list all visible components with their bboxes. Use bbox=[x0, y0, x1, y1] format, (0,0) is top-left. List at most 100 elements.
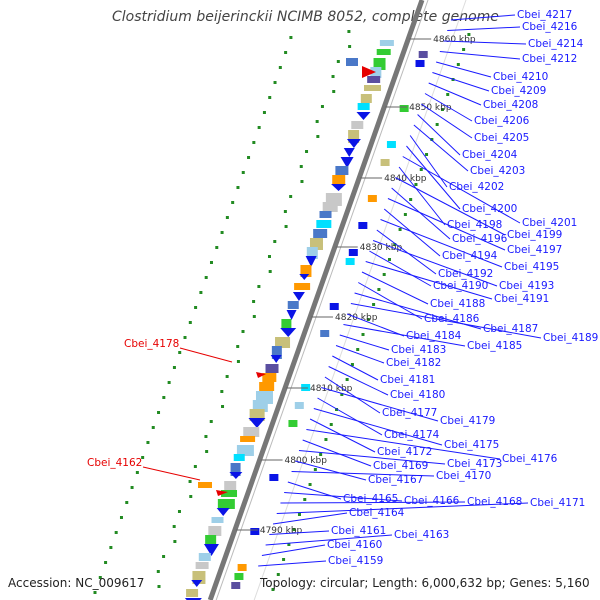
gc-mark bbox=[241, 330, 245, 333]
reverse-gene-block bbox=[399, 105, 409, 112]
label-leader-line bbox=[284, 492, 403, 502]
gc-mark bbox=[335, 408, 339, 411]
gene-label: Cbei_4172 bbox=[377, 446, 432, 458]
gc-mark bbox=[308, 483, 312, 486]
gene-label: Cbei_4204 bbox=[462, 149, 518, 161]
gene-block bbox=[306, 247, 318, 259]
gc-mark bbox=[109, 546, 113, 549]
gene-label: Cbei_4161 bbox=[331, 525, 386, 537]
label-leader-line bbox=[302, 439, 372, 467]
gc-mark bbox=[320, 105, 324, 108]
label-leader-line bbox=[383, 208, 441, 257]
gc-mark bbox=[347, 30, 351, 33]
gc-mark bbox=[387, 258, 391, 261]
label-leader-line bbox=[265, 534, 393, 546]
reverse-gene-block bbox=[367, 195, 377, 202]
gc-mark bbox=[98, 576, 102, 579]
gene-block bbox=[370, 67, 382, 78]
gene-block bbox=[236, 445, 254, 456]
gene-block bbox=[335, 166, 349, 175]
gc-mark bbox=[348, 45, 352, 48]
label-leader-line bbox=[339, 334, 390, 351]
gene-block bbox=[275, 337, 291, 348]
label-leader-line bbox=[369, 250, 432, 287]
gc-mark bbox=[252, 141, 256, 144]
reverse-gene-block bbox=[234, 573, 244, 580]
gene-label: Cbei_4170 bbox=[436, 470, 491, 482]
highlight-leader-line bbox=[142, 466, 201, 481]
gc-mark bbox=[236, 360, 240, 363]
gc-mark bbox=[252, 300, 256, 303]
gc-mark bbox=[172, 366, 176, 369]
label-leader-line bbox=[447, 26, 521, 31]
tick-label: 4810 kbp bbox=[310, 384, 353, 394]
label-leader-line bbox=[269, 530, 330, 535]
tick-label: 4850 kbp bbox=[409, 103, 452, 113]
label-leader-line bbox=[295, 460, 367, 481]
gc-mark bbox=[262, 111, 266, 114]
gc-mark bbox=[462, 48, 466, 51]
reverse-gene-block bbox=[294, 402, 304, 409]
gene-block bbox=[281, 319, 292, 328]
gene-block bbox=[259, 382, 275, 391]
label-leader-line bbox=[417, 114, 461, 156]
gc-mark bbox=[104, 561, 108, 564]
gc-mark bbox=[241, 171, 245, 174]
label-leader-line bbox=[276, 502, 529, 514]
gene-label: Cbei_4159 bbox=[328, 555, 383, 567]
accession-text: Accession: NC_009617 bbox=[8, 576, 145, 590]
gc-mark bbox=[151, 426, 155, 429]
gc-mark bbox=[173, 540, 177, 543]
reverse-gene-block bbox=[345, 258, 355, 265]
gc-mark bbox=[205, 450, 209, 453]
gene-label: Cbei_4189 bbox=[543, 332, 598, 344]
label-leader-line bbox=[258, 560, 327, 567]
label-leader-line bbox=[335, 345, 385, 364]
gene-label: Cbei_4194 bbox=[442, 250, 498, 262]
gene-block bbox=[357, 103, 370, 110]
reverse-gene-block bbox=[358, 222, 368, 229]
gc-mark bbox=[156, 570, 160, 573]
gc-mark bbox=[114, 531, 118, 534]
gene-block bbox=[360, 94, 372, 103]
gene-block bbox=[198, 553, 211, 561]
gene-label: Cbei_4185 bbox=[467, 340, 522, 352]
gc-mark bbox=[316, 135, 320, 138]
label-leader-line bbox=[332, 355, 379, 381]
gene-block bbox=[351, 121, 364, 129]
label-leader-line bbox=[402, 156, 521, 224]
gene-label: Cbei_4184 bbox=[406, 330, 462, 342]
label-leader-line bbox=[376, 229, 437, 275]
gene-block bbox=[294, 283, 311, 290]
gene-label: Cbei_4182 bbox=[386, 357, 441, 369]
gc-mark bbox=[382, 273, 386, 276]
gene-block bbox=[262, 373, 277, 382]
tick-label: 4840 kbp bbox=[384, 174, 427, 184]
highlight-gene-arrow bbox=[362, 66, 376, 78]
gc-mark bbox=[435, 123, 439, 126]
gc-mark bbox=[141, 456, 145, 459]
label-leader-line bbox=[428, 82, 482, 106]
gc-mark bbox=[236, 345, 240, 348]
topology-text: Topology: circular; Length: 6,000,632 bp… bbox=[260, 576, 590, 590]
forward-gene-arrow bbox=[346, 139, 361, 148]
forward-gene-arrow bbox=[343, 148, 355, 157]
gene-label: Cbei_4176 bbox=[502, 453, 558, 465]
gc-mark bbox=[329, 423, 333, 426]
gc-mark bbox=[189, 495, 193, 498]
gene-block bbox=[313, 229, 328, 238]
gc-mark bbox=[225, 375, 229, 378]
gc-mark bbox=[377, 288, 381, 291]
label-leader-line bbox=[328, 366, 389, 396]
label-leader-line bbox=[387, 198, 506, 251]
reverse-gene-block bbox=[415, 60, 425, 67]
gc-skew-track bbox=[93, 30, 471, 594]
gene-label: Cbei_4206 bbox=[474, 115, 530, 127]
label-leader-line bbox=[298, 450, 446, 465]
label-leader-line bbox=[321, 387, 439, 422]
gc-mark bbox=[209, 261, 213, 264]
tick-label: 4830 kbp bbox=[360, 243, 403, 253]
gene-block bbox=[319, 211, 332, 218]
gc-mark bbox=[332, 90, 336, 93]
